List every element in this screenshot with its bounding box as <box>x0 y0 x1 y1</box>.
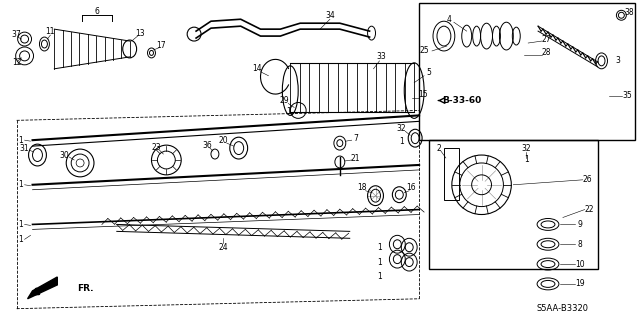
Text: 1: 1 <box>399 137 404 146</box>
Text: 5: 5 <box>427 68 431 77</box>
Text: 9: 9 <box>577 220 582 229</box>
Text: 1: 1 <box>377 243 382 252</box>
Text: 26: 26 <box>583 175 593 184</box>
Text: 37: 37 <box>12 30 22 39</box>
Text: 16: 16 <box>406 183 416 192</box>
Text: 7: 7 <box>353 134 358 143</box>
Text: 33: 33 <box>376 52 387 61</box>
Polygon shape <box>28 277 58 299</box>
Text: 28: 28 <box>541 48 551 57</box>
Text: 1: 1 <box>19 220 23 229</box>
Text: 1: 1 <box>19 235 23 244</box>
Text: 36: 36 <box>202 141 212 150</box>
Text: 11: 11 <box>45 26 55 36</box>
Text: 38: 38 <box>625 8 634 17</box>
Text: 35: 35 <box>623 91 632 100</box>
Text: 18: 18 <box>357 183 366 192</box>
Text: 24: 24 <box>218 243 228 252</box>
Text: 31: 31 <box>20 144 29 152</box>
Text: 1: 1 <box>377 272 382 281</box>
Text: 1: 1 <box>19 180 23 189</box>
Text: S5AA-B3320: S5AA-B3320 <box>537 304 589 313</box>
Text: 1: 1 <box>19 136 23 145</box>
Text: 21: 21 <box>351 153 360 162</box>
Text: 30: 30 <box>60 151 69 160</box>
Text: 27: 27 <box>541 34 551 44</box>
Text: B-33-60: B-33-60 <box>442 96 481 105</box>
Text: 10: 10 <box>575 260 584 269</box>
Text: 1: 1 <box>377 258 382 267</box>
Text: 12: 12 <box>12 58 21 67</box>
Text: 23: 23 <box>152 143 161 152</box>
Text: 8: 8 <box>577 240 582 249</box>
Text: 19: 19 <box>575 279 584 288</box>
Text: 13: 13 <box>135 29 145 38</box>
Text: 17: 17 <box>157 41 166 49</box>
Text: 1: 1 <box>524 155 529 165</box>
Text: 32: 32 <box>522 144 531 152</box>
Text: 22: 22 <box>585 205 595 214</box>
Bar <box>429 140 598 269</box>
Text: 20: 20 <box>218 136 228 145</box>
Text: 2: 2 <box>436 144 442 152</box>
Text: 32: 32 <box>396 124 406 133</box>
Text: 14: 14 <box>252 64 261 73</box>
Text: 34: 34 <box>325 11 335 20</box>
Text: FR.: FR. <box>77 284 93 293</box>
Bar <box>419 4 636 140</box>
Text: 25: 25 <box>419 47 429 56</box>
Text: 1: 1 <box>286 107 291 116</box>
Text: 29: 29 <box>280 96 289 105</box>
Text: 3: 3 <box>615 56 620 65</box>
Text: 6: 6 <box>95 7 99 16</box>
Text: 4: 4 <box>447 15 451 24</box>
Text: 15: 15 <box>419 90 428 99</box>
